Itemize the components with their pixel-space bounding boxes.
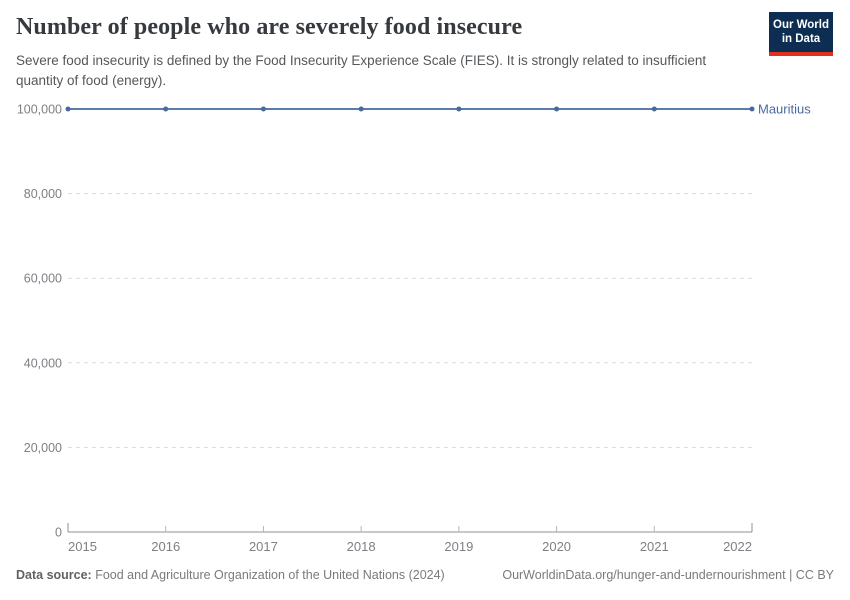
data-source-text: Food and Agriculture Organization of the… <box>91 568 445 582</box>
x-tick-label: 2020 <box>542 539 571 554</box>
x-tick-label: 2015 <box>68 539 97 554</box>
data-point <box>358 106 364 112</box>
data-point <box>749 106 755 112</box>
attribution-link[interactable]: OurWorldinData.org/hunger-and-undernouri… <box>502 568 834 582</box>
x-tick-label: 2016 <box>151 539 180 554</box>
x-tick-label: 2022 <box>723 539 752 554</box>
y-tick-label: 40,000 <box>24 356 62 370</box>
data-point <box>163 106 169 112</box>
chart-title: Number of people who are severely food i… <box>16 14 523 40</box>
data-point <box>65 106 71 112</box>
chart-subtitle: Severe food insecurity is defined by the… <box>16 53 707 88</box>
data-source-note: Data source: Food and Agriculture Organi… <box>16 568 445 582</box>
y-tick-label: 80,000 <box>24 187 62 201</box>
data-point <box>456 106 462 112</box>
owid-logo: Our World in Data <box>769 12 833 56</box>
x-tick-label: 2021 <box>640 539 669 554</box>
data-point <box>651 106 657 112</box>
chart-footer: Data source: Food and Agriculture Organi… <box>16 568 834 582</box>
entity-label[interactable]: Mauritius <box>758 102 811 117</box>
y-tick-label: 60,000 <box>24 272 62 286</box>
x-tick-label: 2017 <box>249 539 278 554</box>
data-point <box>260 106 266 112</box>
y-tick-label: 100,000 <box>17 103 62 117</box>
y-tick-label: 20,000 <box>24 441 62 455</box>
data-source-label: Data source: <box>16 568 92 582</box>
owid-logo-line1: Our World <box>773 19 830 31</box>
data-point <box>554 106 560 112</box>
owid-logo-line2: in Data <box>781 33 821 46</box>
y-tick-label: 0 <box>55 526 62 540</box>
x-tick-label: 2019 <box>444 539 473 554</box>
x-tick-label: 2018 <box>347 539 376 554</box>
